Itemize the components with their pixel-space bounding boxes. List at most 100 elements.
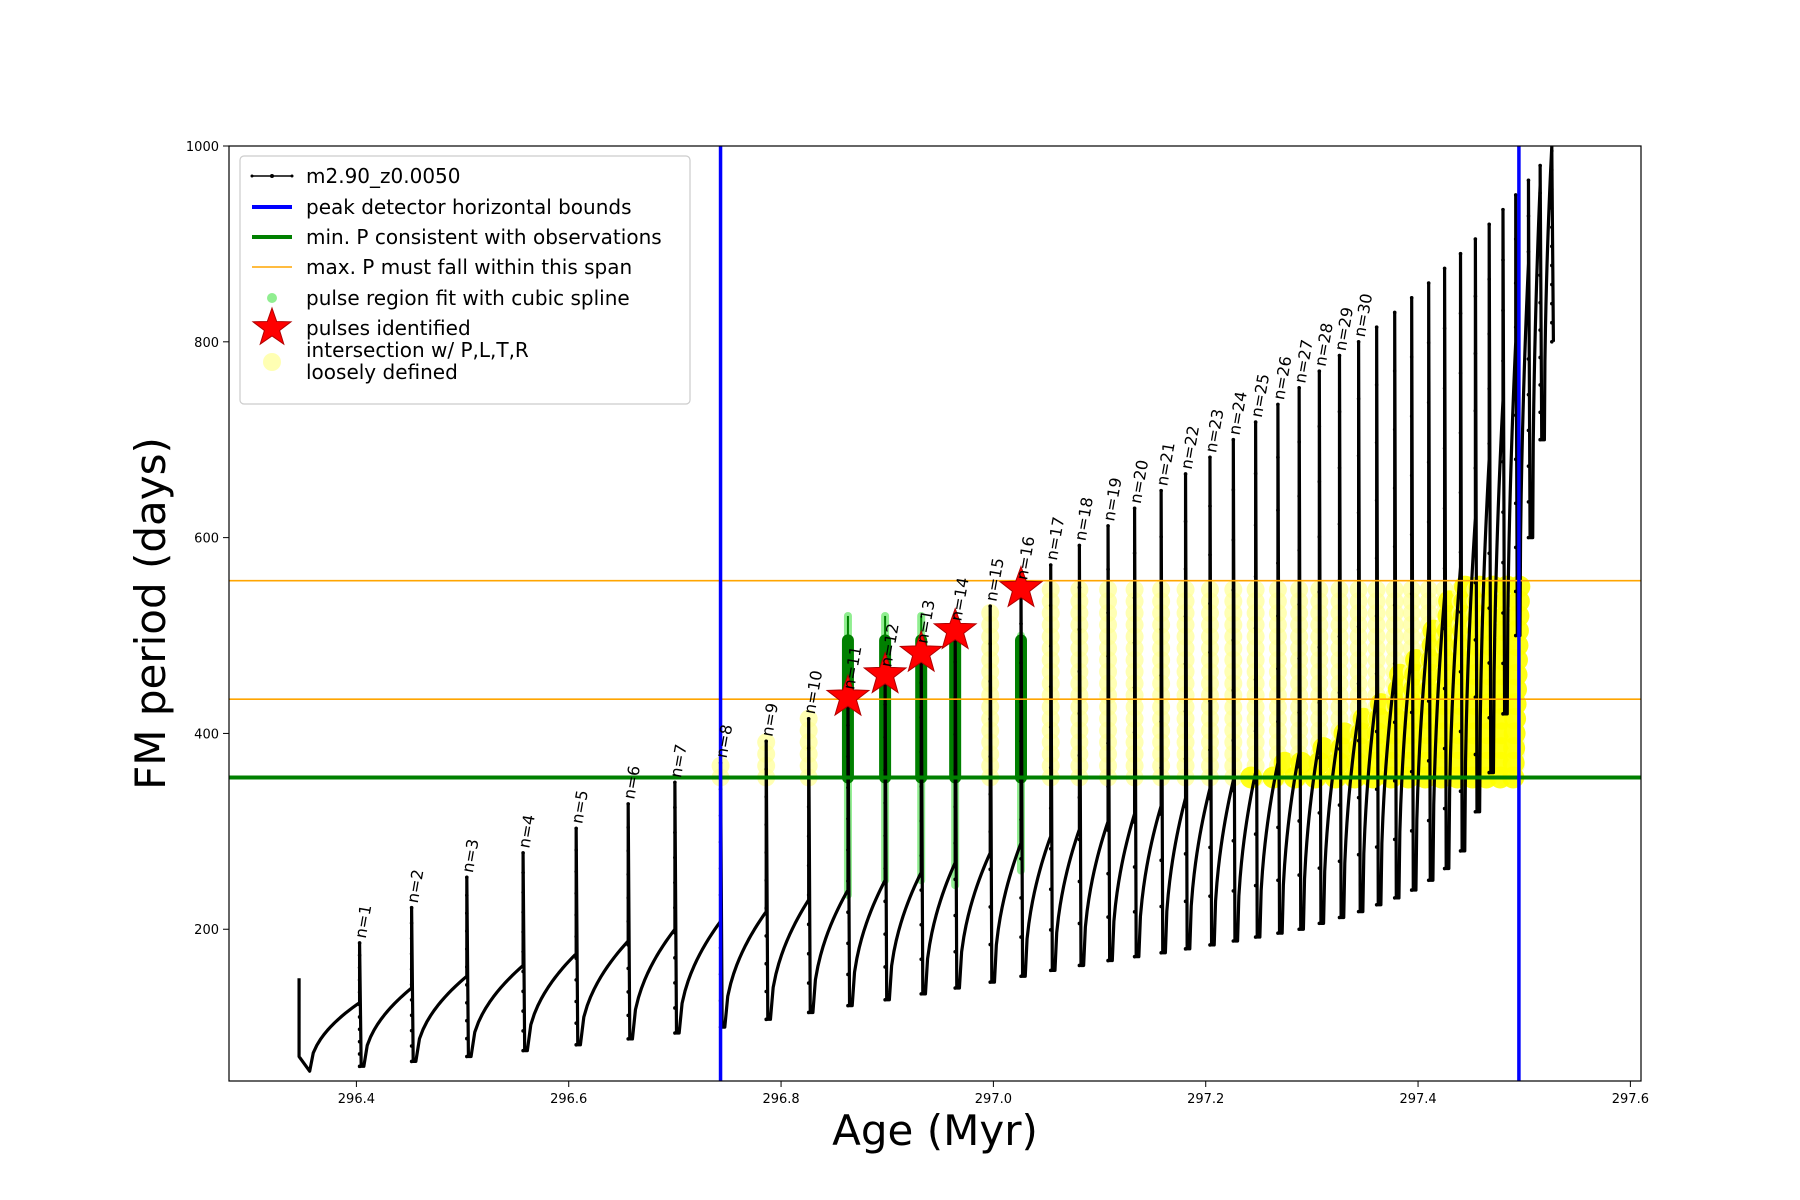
series-point bbox=[1356, 624, 1361, 629]
series-point bbox=[409, 1028, 414, 1033]
series-point bbox=[1513, 545, 1518, 550]
series-point bbox=[1374, 787, 1379, 792]
y-tick-label: 1000 bbox=[186, 140, 219, 155]
series-point bbox=[1276, 667, 1280, 671]
series-point bbox=[1019, 621, 1023, 626]
series-point bbox=[673, 1006, 677, 1010]
series-point bbox=[1048, 968, 1053, 973]
series-point bbox=[1473, 294, 1478, 299]
series-point bbox=[1374, 671, 1379, 676]
series-point bbox=[1048, 806, 1053, 811]
series-point bbox=[1442, 566, 1447, 571]
series-point bbox=[521, 1048, 525, 1053]
pulse-label-22: n=22 bbox=[1177, 424, 1203, 471]
series-point bbox=[409, 952, 414, 956]
series-point bbox=[409, 1013, 414, 1018]
series-point bbox=[1253, 523, 1258, 527]
series-point bbox=[1409, 532, 1414, 537]
series-point bbox=[1442, 866, 1447, 871]
series-point bbox=[1183, 899, 1188, 904]
legend-label: pulse region fit with cubic spline bbox=[306, 286, 630, 310]
series-point bbox=[357, 953, 362, 958]
series-point bbox=[1442, 626, 1447, 631]
series-point bbox=[1374, 729, 1379, 734]
series-point bbox=[1392, 896, 1397, 900]
legend-label: m2.90_z0.0050 bbox=[306, 164, 461, 188]
series-point bbox=[846, 879, 850, 883]
series-point bbox=[521, 930, 525, 934]
y-tick-label: 400 bbox=[194, 727, 219, 742]
series-point bbox=[1276, 719, 1280, 724]
series-point bbox=[465, 1000, 469, 1005]
series-point bbox=[764, 767, 768, 771]
series-point bbox=[465, 1018, 469, 1023]
series-point bbox=[1392, 486, 1397, 490]
series-point bbox=[1487, 387, 1491, 391]
series-point bbox=[521, 910, 525, 915]
series-point bbox=[919, 922, 923, 927]
series-point bbox=[1487, 441, 1491, 446]
series-point bbox=[1183, 662, 1188, 666]
series-point bbox=[1442, 446, 1447, 451]
y-tick-label: 800 bbox=[194, 336, 219, 351]
series-point bbox=[1501, 661, 1505, 666]
series-point bbox=[1132, 640, 1137, 645]
series-point bbox=[1458, 371, 1463, 375]
series-point bbox=[1159, 581, 1163, 585]
series-point bbox=[1297, 710, 1301, 715]
series-point bbox=[1550, 301, 1554, 306]
series-point bbox=[1253, 883, 1258, 888]
pulse-label-16: n=16 bbox=[1012, 535, 1038, 582]
series-point bbox=[1231, 588, 1236, 592]
series-point bbox=[1337, 859, 1342, 864]
series-point bbox=[357, 1027, 362, 1032]
series-point bbox=[1487, 551, 1491, 556]
legend-label: min. P consistent with observations bbox=[306, 225, 662, 249]
series-point bbox=[1337, 409, 1342, 414]
series-point bbox=[1106, 915, 1110, 919]
series-point bbox=[764, 989, 768, 994]
legend-label: intersection w/ P,L,T,R bbox=[306, 338, 529, 362]
series-point bbox=[1356, 852, 1361, 857]
series-point bbox=[1473, 523, 1478, 528]
series-point bbox=[1538, 437, 1542, 442]
series-point bbox=[1526, 535, 1531, 540]
x-tick-label: 296.4 bbox=[338, 1092, 375, 1107]
series-point bbox=[1426, 639, 1431, 644]
series-point bbox=[1374, 440, 1379, 445]
series-point bbox=[1208, 748, 1212, 752]
series-point bbox=[1538, 218, 1542, 223]
series-point bbox=[521, 851, 525, 855]
series-point bbox=[626, 966, 630, 971]
series-point bbox=[919, 888, 923, 892]
series-point bbox=[1019, 661, 1023, 665]
series-point bbox=[764, 1017, 768, 1022]
legend-label: peak detector horizontal bounds bbox=[306, 195, 632, 219]
pulse-label-19: n=19 bbox=[1099, 476, 1125, 523]
series-point bbox=[953, 732, 957, 737]
series-point bbox=[988, 942, 993, 947]
series-point bbox=[1501, 560, 1505, 565]
series-point bbox=[1473, 580, 1478, 585]
series-point bbox=[1208, 796, 1212, 801]
series-point bbox=[1501, 258, 1505, 262]
series-point bbox=[1077, 543, 1082, 548]
series-point bbox=[806, 922, 811, 927]
series-point bbox=[919, 750, 923, 754]
series-point bbox=[465, 911, 469, 915]
series-point bbox=[846, 941, 850, 946]
series-point bbox=[883, 899, 887, 904]
series-point bbox=[1442, 506, 1447, 511]
series-point bbox=[846, 910, 850, 915]
series-point bbox=[1550, 225, 1554, 230]
series-point bbox=[1538, 300, 1542, 305]
series-point bbox=[1159, 858, 1163, 863]
x-tick-label: 297.0 bbox=[975, 1092, 1012, 1107]
series-point bbox=[1374, 845, 1379, 849]
series-point bbox=[953, 841, 957, 845]
series-point bbox=[1048, 644, 1053, 648]
series-point bbox=[409, 905, 414, 910]
series-point bbox=[574, 848, 578, 852]
series-point bbox=[357, 1015, 362, 1019]
series-point bbox=[626, 943, 630, 947]
